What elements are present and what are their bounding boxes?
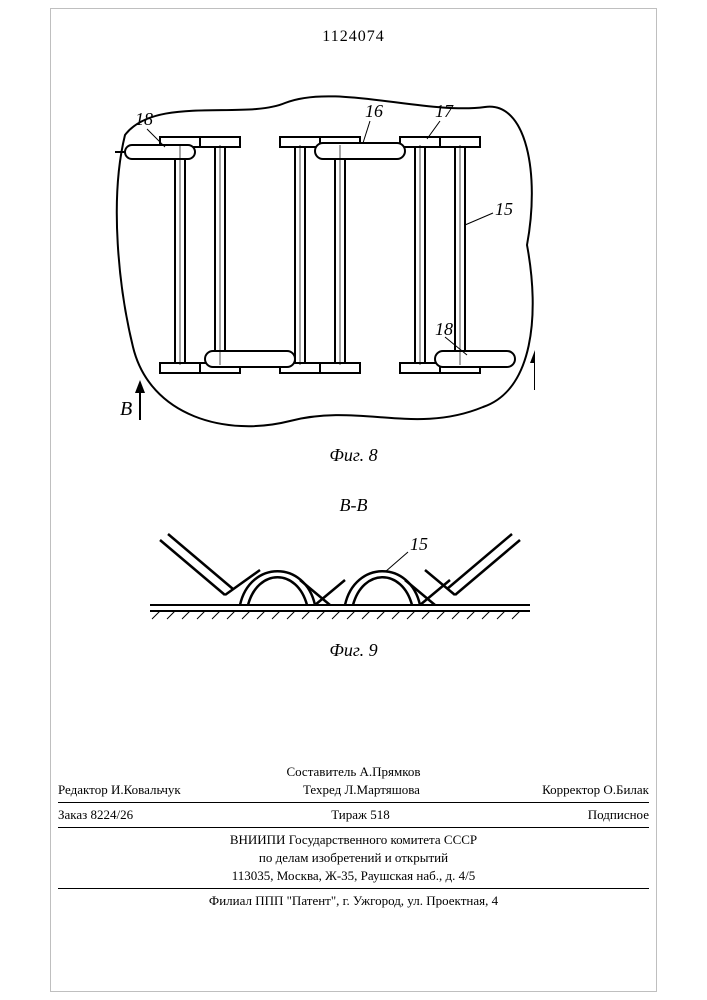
strips [160, 534, 520, 605]
tirazh: Тираж 518 [331, 807, 390, 823]
section-left: В [120, 398, 132, 420]
subscr: Подписное [588, 807, 649, 823]
fig8-caption: Фиг. 8 [0, 445, 707, 466]
page: 1124074 [0, 0, 707, 1000]
order: Заказ 8224/26 [58, 807, 133, 823]
org1: ВНИИПИ Государственного комитета СССР [58, 832, 649, 848]
compiler: Составитель А.Прямков [58, 764, 649, 780]
fig9-caption: Фиг. 9 [0, 640, 707, 661]
figure-8: 18 16 17 15 18 В В [115, 85, 535, 445]
document-number: 1124074 [0, 28, 707, 46]
fig9-heading: В-В [0, 495, 707, 516]
figure-8-svg: 18 16 17 15 18 В В [115, 85, 535, 445]
address: 113035, Москва, Ж-35, Раушская наб., д. … [58, 868, 649, 884]
bars-group [160, 137, 480, 373]
footer: Составитель А.Прямков Редактор И.Ковальч… [58, 762, 649, 911]
label-18a: 18 [135, 109, 153, 129]
label-18b: 18 [435, 319, 453, 339]
corrector: Корректор О.Билак [542, 782, 649, 798]
label-15: 15 [495, 199, 513, 219]
label-17: 17 [435, 101, 454, 121]
figure-9-svg: 15 [130, 520, 550, 630]
hatching [152, 611, 520, 619]
branch: Филиал ППП "Патент", г. Ужгород, ул. Про… [58, 893, 649, 909]
editor: Редактор И.Ковальчук [58, 782, 181, 798]
figure-9: 15 [130, 520, 550, 630]
svg-text:15: 15 [410, 534, 428, 554]
org2: по делам изобретений и открытий [58, 850, 649, 866]
techred: Техред Л.Мартяшова [303, 782, 420, 798]
fig9-label: 15 [385, 534, 428, 572]
label-16: 16 [365, 101, 383, 121]
